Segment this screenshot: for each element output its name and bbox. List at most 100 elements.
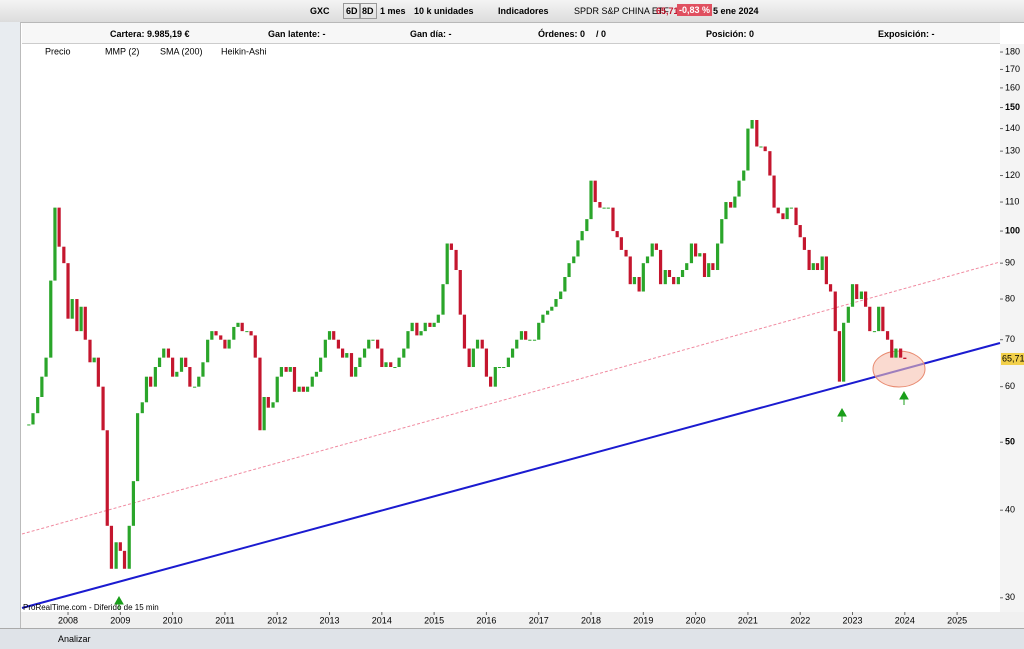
candle [611, 207, 615, 232]
symbol[interactable]: GXC [310, 6, 330, 16]
candle [75, 299, 79, 332]
button[interactable]: 6D [343, 3, 361, 19]
candle [467, 348, 471, 368]
candle [288, 367, 292, 372]
candle [419, 331, 423, 336]
candle [811, 263, 815, 271]
x-tick-label: 2019 [633, 615, 653, 625]
candle [367, 339, 371, 349]
candle [720, 219, 724, 244]
candle [759, 146, 763, 148]
candle [859, 291, 864, 300]
x-tick-label: 2025 [947, 615, 967, 625]
candle [619, 237, 623, 250]
candle [528, 339, 532, 341]
source: ProRealTime.com - Diferido de 15 min [23, 603, 159, 612]
candle [206, 339, 210, 363]
candle [563, 277, 567, 292]
candle [628, 256, 632, 285]
analyze[interactable]: Analizar [58, 634, 91, 644]
candle [118, 542, 122, 551]
candle [188, 367, 192, 387]
period[interactable]: 1 mes [380, 6, 406, 16]
date: 5 ene 2024 [713, 6, 759, 16]
candle [515, 339, 519, 349]
indicators[interactable]: Indicadores [498, 6, 549, 16]
candle [101, 386, 105, 431]
candle [881, 306, 885, 332]
candle [70, 299, 74, 319]
trend-line-dashed [21, 261, 1001, 535]
y-tick-label: 70 [1005, 334, 1015, 344]
candle [715, 243, 720, 271]
candle [532, 339, 537, 341]
candle [598, 202, 602, 208]
candle [863, 291, 868, 307]
candle [157, 357, 162, 368]
candle [423, 322, 427, 332]
candle [497, 367, 502, 369]
candle [615, 231, 619, 238]
instrument: SPDR S&P CHINA ETF [574, 6, 669, 16]
candle [894, 348, 898, 358]
top-toolbar: GXC 6D 8D 1 mes 10 k unidades Indicadore… [0, 0, 1024, 23]
candle [789, 207, 793, 209]
candle [632, 277, 637, 285]
y-tick-label: 90 [1005, 258, 1015, 268]
candle [245, 331, 249, 333]
candle [842, 322, 846, 382]
x-tick-label: 2021 [738, 615, 758, 625]
y-tick-label: 130 [1005, 146, 1020, 156]
candle [781, 213, 785, 220]
candle [837, 331, 842, 382]
candle [362, 348, 367, 358]
units[interactable]: 10 k unidades [414, 6, 474, 16]
x-tick-label: 2020 [686, 615, 706, 625]
candle [475, 339, 480, 349]
candle [402, 348, 406, 358]
x-tick-label: 2010 [163, 615, 183, 625]
candle [166, 348, 171, 358]
x-tick-label: 2013 [320, 615, 340, 625]
candle [698, 253, 702, 257]
info-bar: Cartera: 9.985,19 € Gan latente: - Gan d… [22, 23, 1000, 44]
arrow [837, 407, 847, 422]
candle [593, 180, 597, 203]
y-tick-label: 40 [1005, 505, 1015, 515]
candle [624, 249, 628, 257]
candle [336, 339, 341, 349]
candle [763, 146, 767, 152]
legend-item: Precio [45, 46, 71, 56]
change: -0,83 % [677, 4, 713, 16]
candle [828, 284, 833, 292]
y-tick-label: 150 [1005, 102, 1020, 112]
candle [776, 207, 780, 214]
candle [480, 339, 484, 349]
price: 65,71 [656, 6, 679, 16]
candle [127, 525, 131, 569]
plot-bg [21, 44, 1000, 612]
candle [877, 306, 881, 332]
candle [131, 481, 135, 526]
button[interactable]: 8D [359, 3, 377, 19]
candle [663, 270, 667, 285]
candle [680, 270, 685, 278]
candle [96, 357, 100, 387]
candle [323, 339, 327, 358]
legend: Precio MMP (2) SMA (200) Heikin-Ashi [45, 46, 267, 56]
candle [815, 263, 820, 271]
x-tick-label: 2023 [842, 615, 862, 625]
candle [689, 243, 694, 264]
x-tick-label: 2022 [790, 615, 810, 625]
candle [524, 331, 528, 340]
candle [192, 386, 197, 388]
x-tick-label: 2014 [372, 615, 392, 625]
candle [807, 249, 811, 271]
candle [92, 357, 96, 363]
candle [559, 291, 563, 300]
candle [798, 225, 802, 238]
x-tick-label: 2018 [581, 615, 601, 625]
candle [236, 322, 240, 327]
candle [83, 306, 87, 340]
candle [314, 371, 319, 377]
